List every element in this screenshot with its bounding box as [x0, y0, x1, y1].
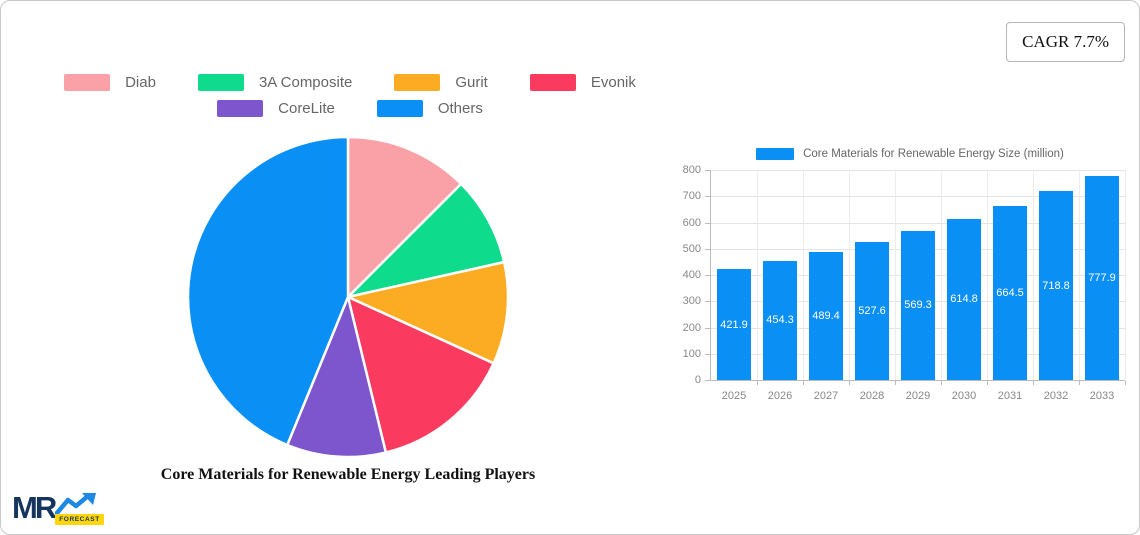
bar-2029[interactable] — [901, 230, 935, 380]
x-axis-label: 2030 — [951, 390, 977, 402]
pie-slice-evonik[interactable] — [346, 295, 495, 454]
y-axis-tick — [705, 327, 710, 329]
bar-2033[interactable] — [1085, 175, 1119, 380]
legend-item-corelite[interactable]: CoreLite — [217, 100, 335, 117]
gridline-v — [1079, 170, 1080, 380]
pie-slice-gurit[interactable] — [346, 260, 510, 365]
bar-legend-label: Core Materials for Renewable Energy Size… — [803, 148, 1064, 160]
pie-slice-3a-composite[interactable] — [346, 182, 506, 299]
bar-2025[interactable] — [717, 269, 751, 380]
x-axis-tick — [941, 381, 942, 385]
x-axis-tick — [895, 381, 896, 385]
gridline-v — [941, 170, 942, 380]
y-axis-tick — [705, 196, 710, 198]
bar-2028[interactable] — [855, 241, 889, 380]
x-axis-label: 2033 — [1089, 390, 1115, 402]
y-axis-label: 200 — [682, 321, 701, 334]
y-axis-label: 100 — [682, 347, 701, 360]
pie-slice-corelite[interactable] — [285, 295, 388, 459]
x-axis-label: 2029 — [905, 390, 931, 402]
y-axis-tick — [705, 222, 710, 224]
bar-2027[interactable] — [809, 251, 843, 380]
pie-slice-others[interactable] — [186, 135, 350, 447]
x-axis-label: 2025 — [721, 390, 747, 402]
legend-item-evonik[interactable]: Evonik — [529, 74, 636, 91]
pie-chart — [186, 135, 510, 459]
pie-legend-row-1: Diab 3A Composite Gurit Evonik — [64, 74, 636, 91]
legend-label: CoreLite — [278, 100, 335, 117]
logo-text: MR — [12, 490, 57, 525]
x-axis-label: 2028 — [859, 390, 885, 402]
legend-label: Evonik — [590, 74, 636, 91]
gridline-v — [1125, 170, 1126, 380]
gridline-v — [757, 170, 758, 380]
cagr-badge: CAGR 7.7% — [1006, 22, 1125, 62]
legend-swatch-corelite — [217, 100, 264, 117]
legend-item-others[interactable]: Others — [376, 100, 483, 117]
gridline-h — [711, 222, 1125, 224]
bar-2032[interactable] — [1039, 191, 1073, 380]
gridline-v — [895, 170, 896, 380]
legend-label: Diab — [125, 74, 156, 91]
x-axis-tick — [987, 381, 988, 385]
bar-2026[interactable] — [763, 260, 797, 380]
bar-chart: Core Materials for Renewable Energy Size… — [680, 140, 1140, 410]
pie-chart-title: Core Materials for Renewable Energy Lead… — [160, 466, 536, 483]
pie-legend: Diab 3A Composite Gurit Evonik CoreLite Othe… — [60, 74, 640, 117]
legend-item-diab[interactable]: Diab — [64, 74, 156, 91]
gridline-v — [849, 170, 850, 380]
x-axis-tick — [1033, 381, 1034, 385]
legend-swatch-gurit — [394, 74, 441, 91]
y-axis-tick — [705, 353, 710, 355]
legend-swatch-3a-composite — [197, 74, 244, 91]
y-axis-tick — [705, 248, 710, 250]
gridline-h — [711, 170, 1125, 171]
legend-item-3a-composite[interactable]: 3A Composite — [197, 74, 353, 91]
gridline-h — [711, 196, 1125, 198]
bar-2031[interactable] — [993, 205, 1027, 380]
x-axis-tick — [757, 381, 758, 385]
x-axis-label: 2026 — [767, 390, 793, 402]
bar-legend-item[interactable]: Core Materials for Renewable Energy Size… — [680, 148, 1140, 160]
y-axis-label: 600 — [682, 216, 701, 229]
bar-legend-swatch — [756, 148, 795, 160]
x-axis-tick — [803, 381, 804, 385]
x-axis-label: 2032 — [1043, 390, 1069, 402]
pie-chart-wrap — [178, 127, 518, 467]
y-axis-tick — [705, 380, 710, 381]
bar-2030[interactable] — [947, 218, 981, 380]
y-axis-tick — [705, 301, 710, 303]
x-axis-tick — [1079, 381, 1080, 385]
x-axis-tick — [1125, 381, 1126, 385]
x-axis-label: 2031 — [997, 390, 1023, 402]
gridline-v — [803, 170, 804, 380]
x-axis-label: 2027 — [813, 390, 839, 402]
legend-label: Gurit — [455, 74, 488, 91]
legend-label: Others — [437, 100, 483, 117]
legend-swatch-evonik — [529, 74, 576, 91]
y-axis-label: 500 — [682, 242, 701, 255]
mr-forecast-logo: MR FORECAST — [12, 490, 104, 526]
y-axis-tick — [705, 170, 710, 171]
legend-swatch-others — [376, 100, 423, 117]
logo-forecast-badge: FORECAST — [55, 514, 104, 525]
gridline-v — [1033, 170, 1034, 380]
trend-arrow-icon — [55, 493, 97, 515]
x-axis-tick — [849, 381, 850, 385]
gridline-v — [987, 170, 988, 380]
legend-swatch-diab — [64, 74, 111, 91]
y-axis-label: 400 — [682, 269, 701, 281]
pie-slice-diab[interactable] — [346, 135, 463, 299]
y-axis-label: 800 — [682, 164, 701, 176]
y-axis-label: 0 — [694, 374, 701, 386]
legend-item-gurit[interactable]: Gurit — [394, 74, 488, 91]
legend-label: 3A Composite — [258, 74, 353, 91]
y-axis-tick — [705, 275, 710, 276]
pie-legend-row-2: CoreLite Others — [217, 100, 483, 117]
y-axis-label: 300 — [682, 295, 701, 308]
y-axis-label: 700 — [682, 190, 701, 203]
bar-plot-area: 0 100 200 300 400 500 600 700 800 421.9 2025 454.3 2… — [683, 164, 1126, 402]
